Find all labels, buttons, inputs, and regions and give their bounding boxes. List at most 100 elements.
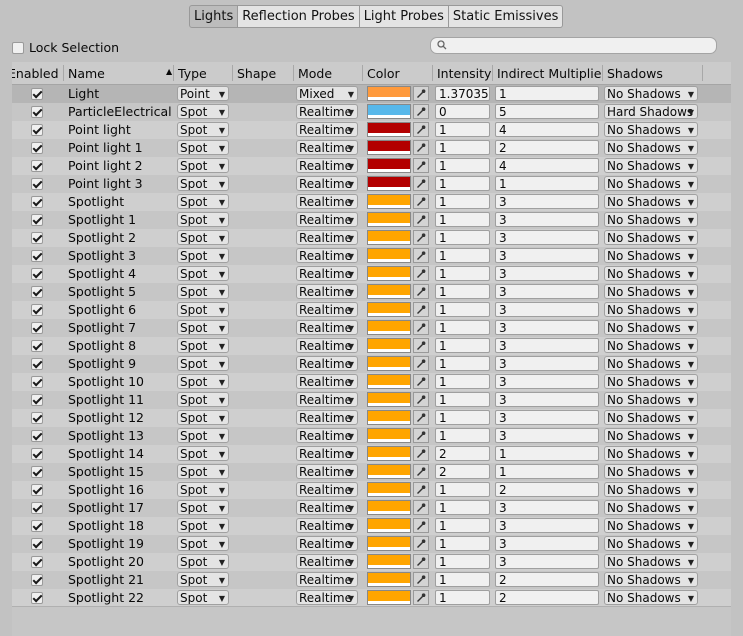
eyedropper-icon[interactable]: [413, 122, 429, 137]
intensity-field[interactable]: 1: [435, 590, 490, 605]
indirect-multiplier-field[interactable]: 3: [495, 500, 599, 515]
table-row[interactable]: Spotlight 12 Spot ▼ Realtime ▼ 1 3 No Shadows ▼: [12, 409, 731, 427]
enabled-checkbox[interactable]: [31, 196, 43, 208]
mode-dropdown[interactable]: Realtime ▼: [296, 230, 358, 245]
type-dropdown[interactable]: Spot ▼: [177, 194, 229, 209]
mode-dropdown[interactable]: Realtime ▼: [296, 158, 358, 173]
col-name[interactable]: Name ▲: [64, 62, 173, 84]
shadows-dropdown[interactable]: No Shadows ▼: [604, 536, 698, 551]
eyedropper-icon[interactable]: [413, 320, 429, 335]
enabled-checkbox[interactable]: [31, 592, 43, 604]
intensity-field[interactable]: 2: [435, 446, 490, 461]
mode-dropdown[interactable]: Realtime ▼: [296, 320, 358, 335]
mode-dropdown[interactable]: Realtime ▼: [296, 518, 358, 533]
color-swatch[interactable]: [367, 212, 411, 227]
mode-dropdown[interactable]: Realtime ▼: [296, 536, 358, 551]
intensity-field[interactable]: 1: [435, 374, 490, 389]
mode-dropdown[interactable]: Realtime ▼: [296, 176, 358, 191]
color-swatch[interactable]: [367, 536, 411, 551]
intensity-field[interactable]: 1: [435, 572, 490, 587]
mode-dropdown[interactable]: Realtime ▼: [296, 284, 358, 299]
intensity-field[interactable]: 1: [435, 122, 490, 137]
indirect-multiplier-field[interactable]: 2: [495, 482, 599, 497]
indirect-multiplier-field[interactable]: 1: [495, 446, 599, 461]
intensity-field[interactable]: 2: [435, 464, 490, 479]
enabled-checkbox[interactable]: [31, 484, 43, 496]
search-input[interactable]: [430, 37, 717, 54]
indirect-multiplier-field[interactable]: 2: [495, 590, 599, 605]
table-row[interactable]: Spotlight 20 Spot ▼ Realtime ▼ 1 3 No Shadows ▼: [12, 553, 731, 571]
eyedropper-icon[interactable]: [413, 302, 429, 317]
type-dropdown[interactable]: Spot ▼: [177, 500, 229, 515]
intensity-field[interactable]: 1: [435, 176, 490, 191]
enabled-checkbox[interactable]: [31, 88, 43, 100]
table-row[interactable]: Spotlight 3 Spot ▼ Realtime ▼ 1 3 No Shadows ▼: [12, 247, 731, 265]
shadows-dropdown[interactable]: No Shadows ▼: [604, 284, 698, 299]
intensity-field[interactable]: 1: [435, 338, 490, 353]
table-row[interactable]: Spotlight 10 Spot ▼ Realtime ▼ 1 3 No Shadows ▼: [12, 373, 731, 391]
indirect-multiplier-field[interactable]: 3: [495, 248, 599, 263]
table-row[interactable]: Spotlight 4 Spot ▼ Realtime ▼ 1 3 No Shadows ▼: [12, 265, 731, 283]
mode-dropdown[interactable]: Realtime ▼: [296, 338, 358, 353]
indirect-multiplier-field[interactable]: 3: [495, 212, 599, 227]
eyedropper-icon[interactable]: [413, 158, 429, 173]
table-row[interactable]: ParticleElectricalLight Spot▼ Realtime▼ 05H…: [12, 103, 731, 121]
intensity-field[interactable]: 1: [435, 320, 490, 335]
eyedropper-icon[interactable]: [413, 212, 429, 227]
color-swatch[interactable]: [367, 176, 411, 191]
enabled-checkbox[interactable]: [31, 502, 43, 514]
intensity-field[interactable]: 1: [435, 194, 490, 209]
color-swatch[interactable]: [367, 482, 411, 497]
type-dropdown[interactable]: Spot ▼: [177, 230, 229, 245]
table-row[interactable]: Spotlight 14 Spot ▼ Realtime ▼ 2 1 No Shadows ▼: [12, 445, 731, 463]
indirect-multiplier-field[interactable]: 3: [495, 356, 599, 371]
mode-dropdown[interactable]: Realtime ▼: [296, 446, 358, 461]
color-swatch[interactable]: [367, 86, 411, 101]
tab-lights[interactable]: Lights: [189, 5, 239, 28]
table-row[interactable]: Spotlight 17 Spot ▼ Realtime ▼ 1 3 No Shadows ▼: [12, 499, 731, 517]
mode-dropdown[interactable]: Realtime ▼: [296, 356, 358, 371]
shadows-dropdown[interactable]: Hard Shadows ▼: [604, 104, 698, 119]
tab-light-probes[interactable]: Light Probes: [359, 5, 449, 28]
type-dropdown[interactable]: Spot ▼: [177, 140, 229, 155]
indirect-multiplier-field[interactable]: 3: [495, 284, 599, 299]
tab-reflection-probes[interactable]: Reflection Probes: [238, 5, 360, 28]
type-dropdown[interactable]: Spot ▼: [177, 122, 229, 137]
mode-dropdown[interactable]: Mixed ▼: [296, 86, 358, 101]
color-swatch[interactable]: [367, 302, 411, 317]
enabled-checkbox[interactable]: [31, 160, 43, 172]
shadows-dropdown[interactable]: No Shadows ▼: [604, 176, 698, 191]
table-row[interactable]: Spotlight 16 Spot ▼ Realtime ▼ 1 2 No Shadows ▼: [12, 481, 731, 499]
color-swatch[interactable]: [367, 554, 411, 569]
mode-dropdown[interactable]: Realtime ▼: [296, 590, 358, 605]
indirect-multiplier-field[interactable]: 3: [495, 320, 599, 335]
enabled-checkbox[interactable]: [31, 538, 43, 550]
indirect-multiplier-field[interactable]: 3: [495, 410, 599, 425]
eyedropper-icon[interactable]: [413, 194, 429, 209]
table-row[interactable]: Point light 3 Spot ▼ Realtime ▼ 1 1 No Shadows ▼: [12, 175, 731, 193]
indirect-multiplier-field[interactable]: 3: [495, 428, 599, 443]
enabled-checkbox[interactable]: [31, 232, 43, 244]
color-swatch[interactable]: [367, 590, 411, 605]
color-swatch[interactable]: [367, 374, 411, 389]
type-dropdown[interactable]: Spot ▼: [177, 392, 229, 407]
eyedropper-icon[interactable]: [413, 338, 429, 353]
enabled-checkbox[interactable]: [31, 322, 43, 334]
mode-dropdown[interactable]: Realtime ▼: [296, 392, 358, 407]
col-indirect-multiplier[interactable]: Indirect Multiplier: [497, 66, 603, 81]
indirect-multiplier-field[interactable]: 1: [495, 176, 599, 191]
eyedropper-icon[interactable]: [413, 554, 429, 569]
color-swatch[interactable]: [367, 518, 411, 533]
table-row[interactable]: Spotlight 21 Spot ▼ Realtime ▼ 1 2 No Shadows ▼: [12, 571, 731, 589]
type-dropdown[interactable]: Spot ▼: [177, 446, 229, 461]
color-swatch[interactable]: [367, 392, 411, 407]
col-shape[interactable]: Shape: [237, 66, 277, 81]
color-swatch[interactable]: [367, 446, 411, 461]
intensity-field[interactable]: 1: [435, 248, 490, 263]
type-dropdown[interactable]: Point ▼: [177, 86, 229, 101]
intensity-field[interactable]: 1: [435, 554, 490, 569]
table-row[interactable]: Point light 2 Spot ▼ Realtime ▼ 1 4 No Shadows ▼: [12, 157, 731, 175]
enabled-checkbox[interactable]: [31, 574, 43, 586]
intensity-field[interactable]: 1: [435, 410, 490, 425]
shadows-dropdown[interactable]: No Shadows ▼: [604, 140, 698, 155]
